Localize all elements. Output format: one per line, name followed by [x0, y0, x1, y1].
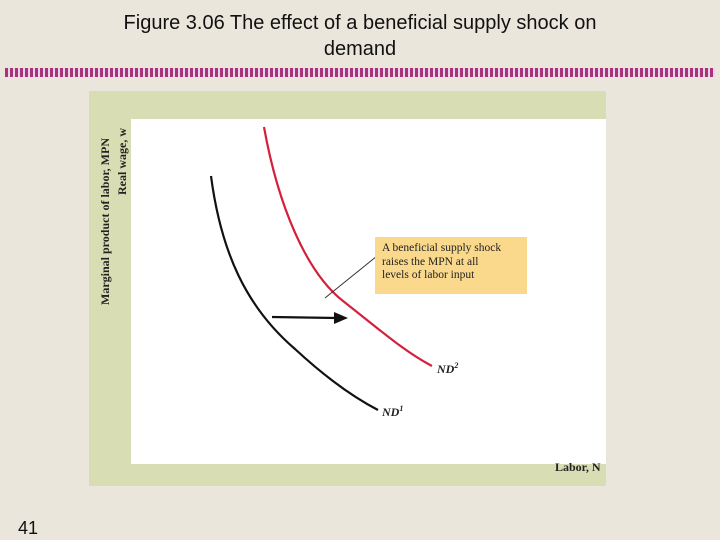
nd1-label: ND1: [382, 404, 403, 420]
annotation-line-2: raises the MPN at all: [382, 255, 479, 268]
shift-arrow-shaft: [271, 315, 338, 320]
slide-number: 41: [18, 518, 39, 538]
nd2-label: ND2: [437, 361, 458, 377]
title-line-2: demand: [323, 38, 397, 60]
annotation-box: A beneficial supply shock raises the MPN…: [375, 237, 527, 294]
nd1-label-sup: 1: [399, 404, 404, 413]
annotation-pointer-line: [324, 255, 378, 299]
shift-arrow-head: [334, 312, 348, 324]
title-line-1: Figure 3.06 The effect of a beneficial s…: [123, 12, 597, 34]
decorative-rule: [5, 68, 715, 77]
y-axis-label-wage: Real wage, w: [115, 128, 129, 195]
nd1-curve: [209, 175, 379, 411]
y-axis-label-mpn: Marginal product of labor, MPN: [98, 138, 112, 305]
nd1-label-main: ND: [382, 405, 400, 419]
annotation-line-1: A beneficial supply shock: [382, 242, 502, 254]
nd2-curve: [262, 126, 433, 367]
nd2-label-sup: 2: [454, 361, 459, 370]
annotation-line-3: levels of labor input: [382, 269, 475, 281]
x-axis-label: Labor, N: [555, 460, 601, 474]
nd2-label-main: ND: [437, 362, 455, 376]
slide-title: Figure 3.06 The effect of a beneficial s…: [60, 10, 660, 62]
